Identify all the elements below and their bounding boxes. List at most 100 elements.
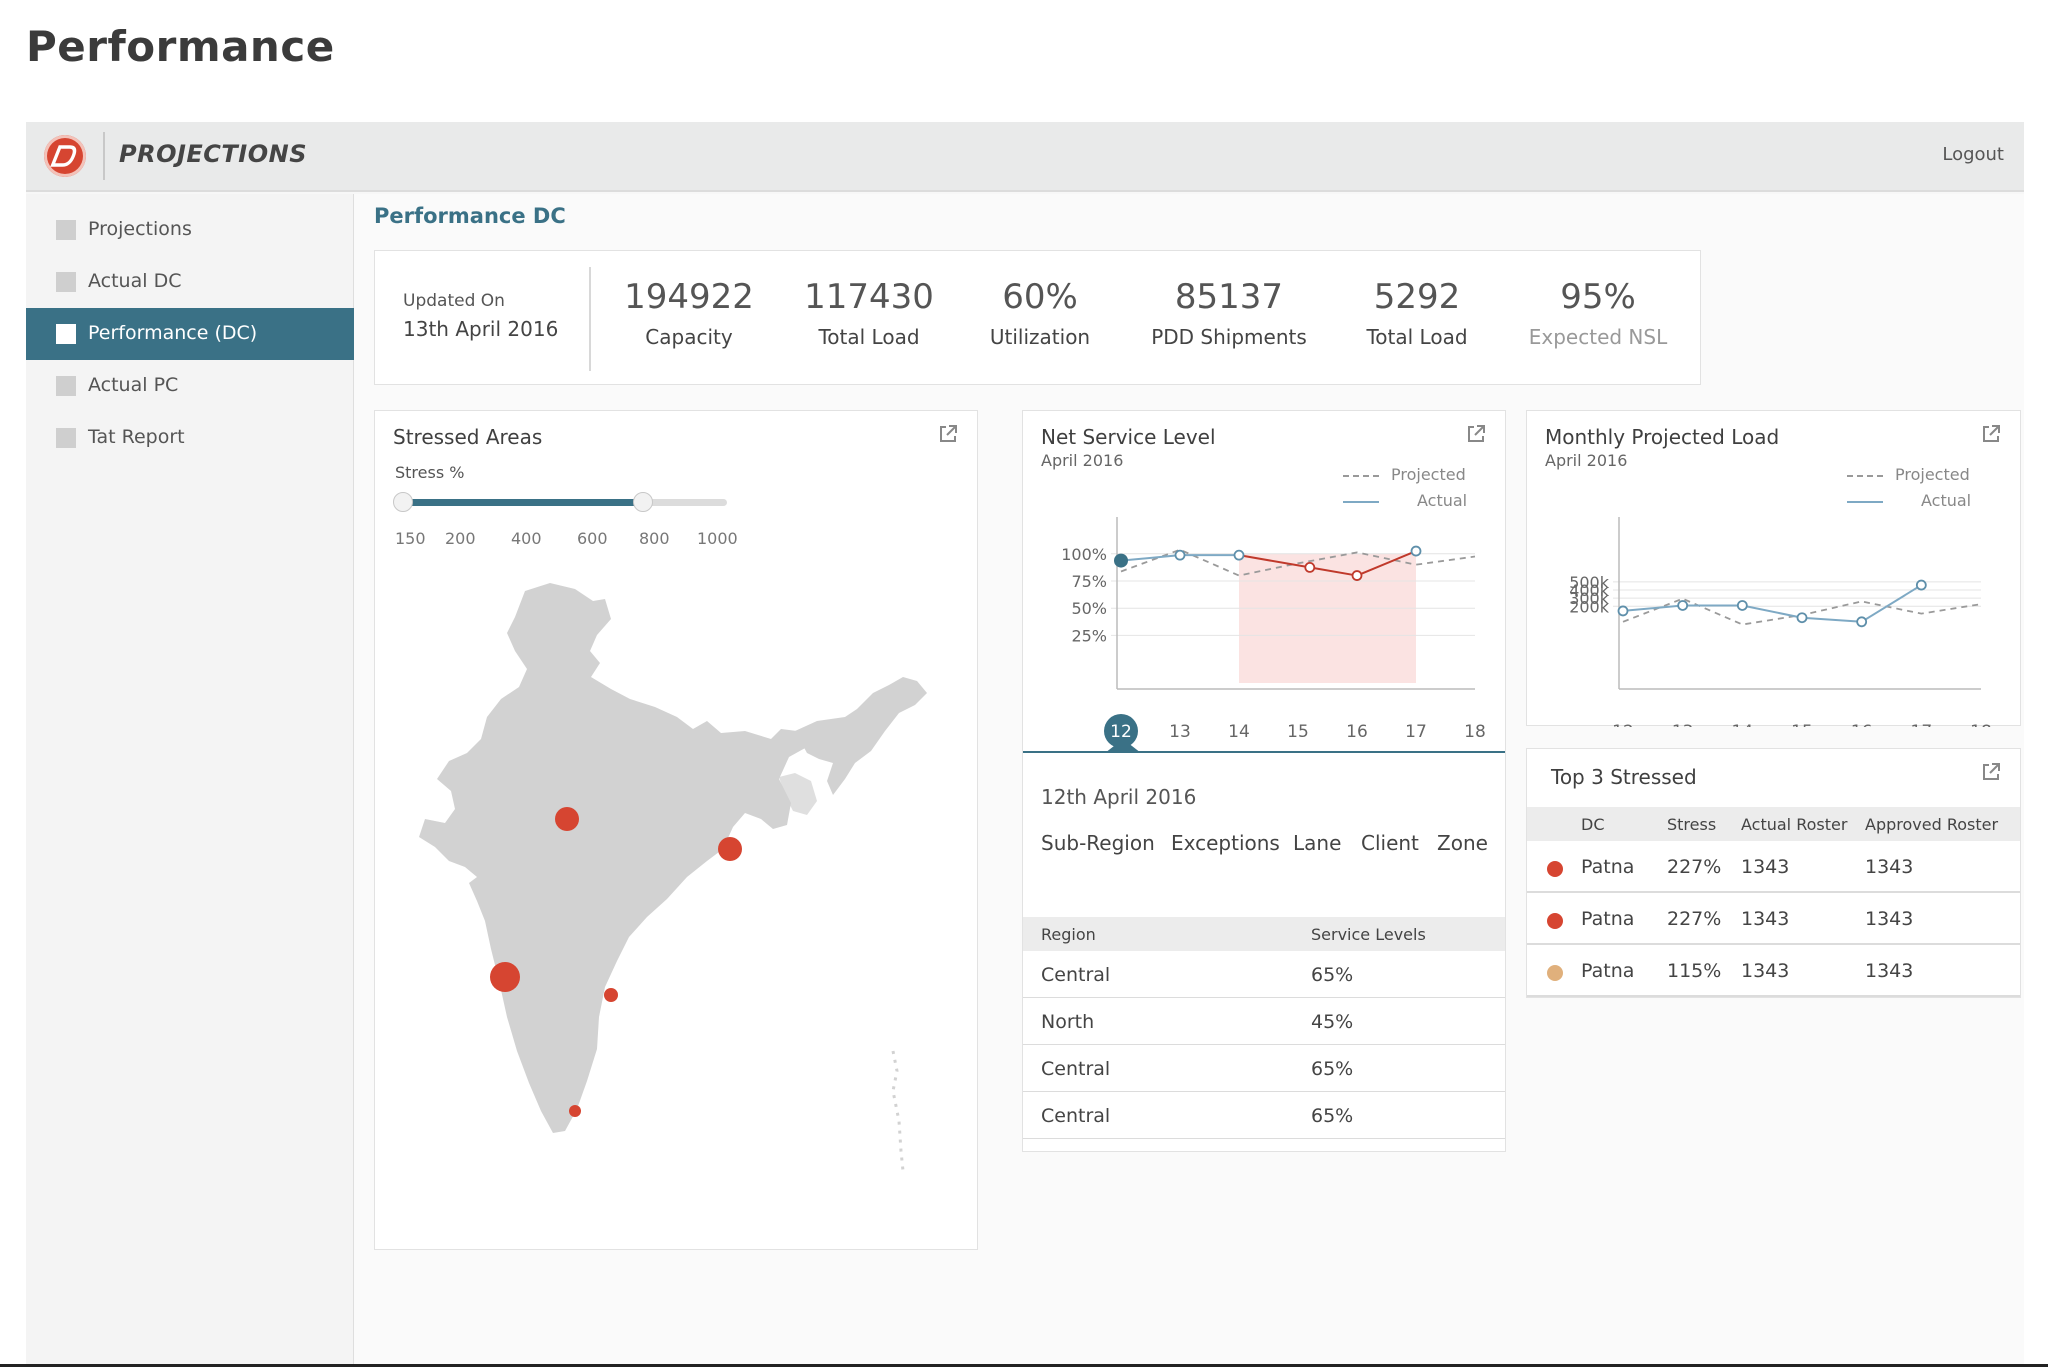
external-link-icon[interactable] — [1980, 423, 2002, 445]
column-header[interactable]: Service Levels — [1311, 925, 1426, 944]
data-point — [1174, 549, 1186, 561]
kpi-card: Updated On 13th April 2016 194922 Capaci… — [374, 250, 1701, 385]
actual-series-segment — [1861, 584, 1922, 623]
sidebar: Projections Actual DC Performance (DC) A… — [26, 194, 354, 1364]
checkbox-icon[interactable] — [56, 428, 76, 448]
tab-client[interactable]: Client — [1361, 831, 1419, 855]
india-map[interactable] — [415, 581, 935, 1201]
card-title: Monthly Projected Load — [1545, 425, 1780, 449]
kpi-total-load-2: 5292 Total Load — [1327, 277, 1507, 349]
table-row[interactable]: Patna 227% 1343 1343 — [1527, 841, 2020, 893]
northeast-map-shape — [795, 677, 927, 795]
column-header[interactable]: Region — [1041, 925, 1096, 944]
stress-marker[interactable] — [490, 962, 520, 992]
table-row[interactable]: Patna 227% 1343 1343 — [1527, 893, 2020, 945]
table-row[interactable]: Patna 115% 1343 1343 — [1527, 945, 2020, 997]
x-tick-label: 12 — [1110, 722, 1132, 742]
y-tick-label: 25% — [1071, 626, 1107, 645]
x-tick-label: 14 — [1228, 722, 1250, 742]
tab-exceptions[interactable]: Exceptions — [1171, 831, 1280, 855]
nsl-line-chart[interactable]: 100% 75% 50% 25% 12 13 14 15 16 17 18 — [1023, 507, 1505, 747]
sidebar-item-label: Tat Report — [88, 426, 185, 448]
logout-link[interactable]: Logout — [1942, 144, 2004, 165]
external-link-icon[interactable] — [1465, 423, 1487, 445]
stress-marker[interactable] — [569, 1105, 581, 1117]
stress-marker[interactable] — [718, 837, 742, 861]
y-tick-label: 400k — [1569, 581, 1610, 600]
stress-marker[interactable] — [604, 988, 618, 1002]
brand-logo-icon[interactable] — [44, 135, 86, 177]
kpi-label: Total Load — [818, 325, 920, 349]
kpi-value: 95% — [1560, 277, 1636, 317]
checkbox-icon[interactable] — [56, 376, 76, 396]
actual-series-segment — [1309, 566, 1358, 577]
tab-zone[interactable]: Zone — [1437, 831, 1488, 855]
highlight-band — [1239, 553, 1416, 683]
data-point — [1796, 612, 1808, 624]
dc-cell: Patna — [1581, 856, 1635, 878]
data-point — [1736, 600, 1748, 611]
data-point — [1856, 616, 1868, 628]
table-row[interactable]: Central 65% — [1023, 951, 1505, 998]
sidebar-item-label: Projections — [88, 218, 192, 240]
data-point — [1351, 570, 1363, 581]
y-tick-label: 75% — [1071, 572, 1107, 591]
sidebar-item-actual-pc[interactable]: Actual PC — [26, 360, 354, 412]
slider-tick: 200 — [445, 529, 476, 548]
card-subtitle: April 2016 — [1041, 451, 1124, 470]
sidebar-item-label: Performance (DC) — [88, 322, 258, 344]
column-header[interactable]: Actual Roster — [1741, 815, 1848, 834]
sidebar-item-projections[interactable]: Projections — [26, 204, 354, 256]
actual-series-segment — [1742, 604, 1803, 619]
approved-roster-cell: 1343 — [1865, 908, 1914, 930]
stress-slider-track[interactable] — [401, 499, 727, 506]
india-map-shape — [419, 583, 807, 1133]
checkbox-icon[interactable] — [56, 220, 76, 240]
sidebar-item-tat-report[interactable]: Tat Report — [26, 412, 354, 464]
kpi-label: PDD Shipments — [1151, 325, 1307, 349]
external-link-icon[interactable] — [1980, 761, 2002, 783]
x-tick-label: 13 — [1169, 722, 1191, 742]
tab-sub-region[interactable]: Sub-Region — [1041, 831, 1155, 855]
bottom-border — [0, 1364, 2048, 1367]
legend-projected-label: Projected — [1391, 465, 1466, 484]
actual-series-segment — [1622, 604, 1683, 612]
sidebar-item-label: Actual PC — [88, 374, 179, 396]
service-level-cell: 45% — [1311, 1011, 1354, 1033]
sidebar-item-actual-dc[interactable]: Actual DC — [26, 256, 354, 308]
x-tick-label: 14 — [1732, 722, 1754, 727]
kpi-value: 60% — [1002, 277, 1078, 317]
external-link-icon[interactable] — [937, 423, 959, 445]
table-row[interactable]: Central 65% — [1023, 1045, 1505, 1092]
dc-cell: Patna — [1581, 960, 1635, 982]
table-row[interactable]: North 45% — [1023, 998, 1505, 1045]
stress-marker[interactable] — [555, 807, 579, 831]
approved-roster-cell: 1343 — [1865, 960, 1914, 982]
nsl-detail-panel: 12th April 2016 Sub-Region Exceptions La… — [1023, 739, 1505, 1151]
column-header[interactable]: DC — [1581, 815, 1605, 834]
region-cell: Central — [1041, 1058, 1111, 1080]
x-tick-label: 16 — [1851, 722, 1873, 727]
tab-lane[interactable]: Lane — [1293, 831, 1342, 855]
checkbox-icon[interactable] — [56, 272, 76, 292]
region-cell: Central — [1041, 1105, 1111, 1127]
slider-min-handle[interactable] — [393, 492, 413, 512]
sidebar-item-performance-dc[interactable]: Performance (DC) — [26, 308, 354, 360]
table-row[interactable]: Central 65% — [1023, 1092, 1505, 1139]
card-subtitle: April 2016 — [1545, 451, 1628, 470]
selected-date: 12th April 2016 — [1041, 785, 1197, 809]
kpi-divider — [589, 267, 591, 371]
approved-roster-cell: 1343 — [1865, 856, 1914, 878]
checkbox-icon[interactable] — [56, 324, 76, 344]
data-point — [1233, 549, 1245, 561]
column-header[interactable]: Approved Roster — [1865, 815, 1999, 834]
column-header[interactable]: Stress — [1667, 815, 1717, 834]
stress-cell: 227% — [1667, 856, 1722, 878]
selected-day-badge — [1104, 714, 1138, 747]
kpi-value: 85137 — [1174, 277, 1284, 317]
slider-max-handle[interactable] — [633, 492, 653, 512]
legend-actual-swatch — [1847, 501, 1883, 503]
y-tick-label: 50% — [1071, 599, 1107, 618]
slider-tick: 150 — [395, 529, 426, 548]
